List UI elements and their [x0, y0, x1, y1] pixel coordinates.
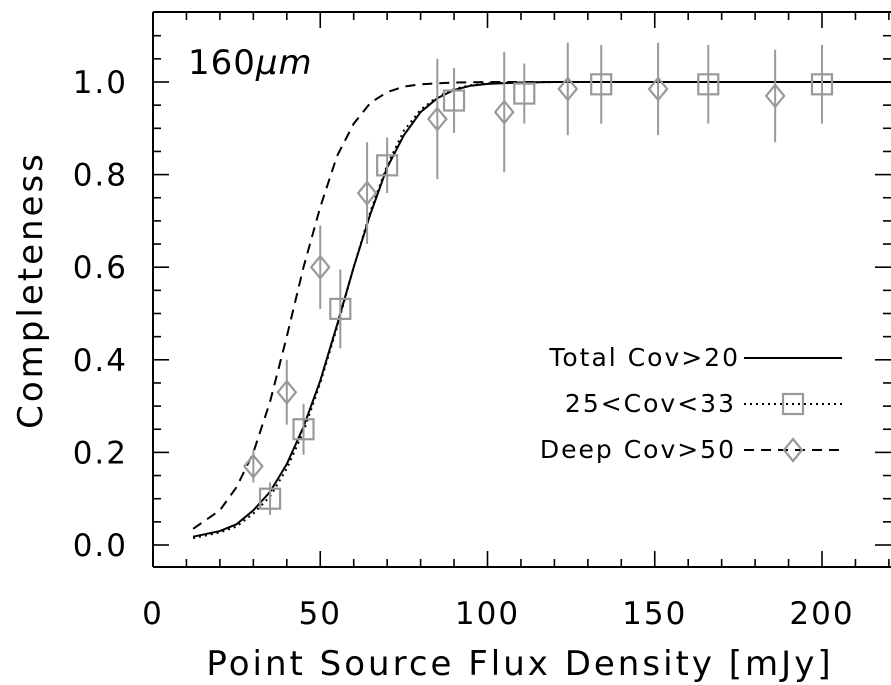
y-tick-label: 0.0: [73, 528, 128, 564]
y-tick-label: 0.8: [73, 158, 128, 194]
square-marker: [697, 73, 720, 96]
legend-marker-2: [781, 392, 805, 416]
square-marker: [376, 154, 399, 177]
diamond-marker: [557, 76, 579, 102]
square-marker: [329, 297, 352, 320]
diamond-marker: [309, 254, 331, 280]
y-tick-label: 0.2: [73, 435, 128, 471]
x-tick-label: 150: [622, 596, 687, 632]
x-tick-label: 0: [142, 596, 164, 632]
square-marker: [590, 73, 613, 96]
plot-frame: [152, 11, 891, 568]
x-axis-label: Point Source Flux Density [mJy]: [206, 644, 833, 684]
diamond-marker: [493, 99, 515, 125]
diamond-marker: [242, 453, 264, 480]
square-marker: [810, 73, 834, 96]
diamond-marker: [356, 180, 378, 206]
y-axis-ticks: 0.0 0.2 0.4 0.6 0.8 1.0: [73, 34, 891, 564]
curve-total: [192, 81, 891, 538]
y-tick-label: 0.4: [73, 343, 128, 379]
x-tick-label: 50: [299, 596, 342, 632]
data-markers: [242, 42, 834, 515]
legend-label-mid: 25<Cov<33: [565, 389, 736, 418]
x-tick-label: 100: [455, 596, 520, 632]
x-axis-ticks: 0 50 100 150 200: [142, 12, 890, 632]
square-marker: [513, 82, 536, 105]
legend-marker-3: [782, 437, 804, 463]
diamond-marker: [276, 379, 298, 405]
legend-label-deep: Deep Cov>50: [540, 435, 736, 464]
legend: Total Cov>20 25<Cov<33 Deep Cov>50: [540, 343, 842, 464]
band-annotation: 160μm: [188, 43, 313, 83]
x-tick-label: 200: [789, 596, 854, 632]
legend-label-total: Total Cov>20: [548, 343, 740, 372]
y-tick-label: 1.0: [73, 65, 128, 101]
diamond-marker: [647, 76, 669, 102]
y-axis-label: Completeness: [11, 151, 51, 429]
y-tick-label: 0.6: [73, 250, 128, 286]
diamond-marker: [764, 83, 786, 109]
completeness-curves: [192, 81, 891, 540]
diamond-marker: [426, 106, 448, 132]
square-marker: [292, 418, 315, 441]
curve-mid-coverage: [192, 81, 891, 540]
square-marker: [258, 487, 282, 510]
square-marker: [442, 89, 466, 112]
